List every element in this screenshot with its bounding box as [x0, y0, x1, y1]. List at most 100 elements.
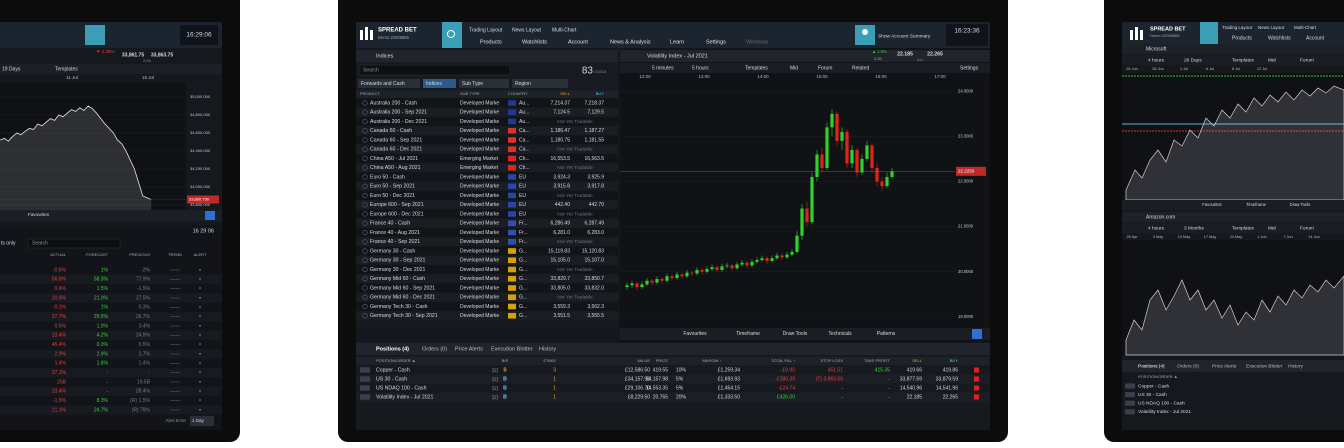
account-id: Demo 22009865: [1150, 33, 1180, 38]
filter-label: Forwards and Cash: [361, 81, 405, 87]
toolbar-item: Favourites: [683, 331, 707, 337]
sub-type: Emerging Market: [460, 165, 499, 171]
candle-body: [700, 269, 704, 272]
country: Fr...: [519, 239, 528, 245]
row-background: [356, 392, 990, 402]
toolbar-item: Draw Tools: [783, 331, 808, 337]
product-name: Canada 60 - Cash: [370, 128, 412, 134]
candle-body: [770, 258, 774, 261]
country: G...: [519, 276, 527, 282]
toolbar-button[interactable]: [205, 211, 215, 220]
row-background: [356, 181, 618, 191]
sell-price: 3,551.5: [553, 313, 570, 319]
left-chart-toolbar: [0, 210, 222, 221]
calendar-value: 0.5%: [55, 323, 67, 329]
total-pnl: £426.00: [777, 394, 795, 400]
country-flag: [508, 174, 516, 180]
stake: 3: [553, 367, 556, 373]
search-button[interactable]: [1200, 22, 1218, 48]
menu-item: Account: [568, 39, 588, 45]
account-button[interactable]: [85, 25, 105, 45]
column-header: MARGIN ↑: [702, 358, 721, 363]
watchlist-search[interactable]: [359, 64, 511, 76]
country: Au...: [519, 110, 529, 116]
row-background: [356, 246, 618, 256]
layout-tab: News Layout: [1258, 25, 1285, 30]
menu-item: Watchlists: [522, 39, 547, 45]
filter-dropdown[interactable]: [512, 79, 568, 88]
search-box[interactable]: [27, 238, 121, 249]
calendar-value: -: [106, 379, 108, 385]
calendar-value: 1.6%: [97, 361, 109, 367]
row-background: [0, 405, 222, 415]
sell-price: 33,805.0: [551, 285, 571, 291]
chart-tool: Templates: [745, 65, 768, 71]
calendar-value: (R) 79%: [132, 407, 151, 413]
filter-chip[interactable]: [358, 79, 420, 88]
column-header: SELL: [912, 358, 923, 363]
x-tick-label: 12:00: [639, 74, 651, 79]
candle-body: [815, 154, 819, 177]
search-button[interactable]: [442, 22, 462, 48]
calendar-value: 1.0%: [97, 323, 109, 329]
status: Not Yet Tradable: [557, 267, 593, 273]
sub-type: Developed Marke: [460, 128, 499, 134]
candle-body: [885, 176, 889, 187]
country-flag: [508, 164, 516, 171]
sub-type: Developed Marke: [460, 285, 499, 291]
candle-body: [705, 269, 709, 272]
current-price-label: 33,860.750: [189, 197, 210, 202]
toolbar-item: Favourites: [28, 212, 50, 217]
value: £29,106.70: [625, 385, 650, 391]
candle-body: [775, 255, 779, 259]
close-button[interactable]: [974, 376, 979, 382]
column-header: STAKE: [543, 358, 556, 363]
layout-tab: Trading Layout: [469, 27, 503, 33]
sub-type: Developed Marke: [460, 211, 499, 217]
stop-loss: 451.51: [828, 367, 844, 373]
calendar-value: (R) 1.5%: [130, 398, 150, 404]
candle-body: [710, 267, 714, 270]
sub-type: Developed Marke: [460, 202, 499, 208]
menu-item: Products: [1232, 35, 1252, 41]
country-flag: [508, 248, 516, 254]
row-background: [356, 218, 618, 228]
filter-dropdown[interactable]: [459, 79, 509, 88]
margin: £1,333.50: [718, 394, 740, 400]
alert-dropdown: ▾: [199, 304, 201, 309]
search-placeholder: Search: [32, 240, 48, 246]
filter-chip[interactable]: [423, 79, 456, 88]
product-name: Europe 600 - Sep 2021: [370, 202, 424, 208]
margin-percent: 10%: [676, 367, 687, 373]
chart-header: [1122, 44, 1344, 54]
side: S: [503, 367, 507, 373]
close-button[interactable]: [974, 367, 979, 373]
close-button[interactable]: [974, 385, 979, 391]
sell-price: 3,915.8: [553, 184, 570, 190]
x-tick-label: 28 Jun: [1152, 67, 1163, 71]
y-tick-label: 34,800.000: [190, 112, 211, 117]
candle-body: [790, 251, 794, 255]
alert-select[interactable]: [190, 416, 214, 426]
row-background: [356, 274, 618, 284]
candle-body: [785, 254, 789, 258]
toolbar-button[interactable]: [972, 329, 982, 339]
candle-body: [870, 145, 874, 168]
row-background: [356, 301, 618, 312]
buy-price: 16,563.5: [585, 156, 605, 162]
column-header: ACTUAL: [50, 252, 67, 257]
country: EU: [519, 174, 526, 180]
toolbar-item: Patterns: [877, 331, 896, 337]
alert-dropdown: ▾: [199, 295, 201, 300]
sell-price: 15,105.0: [551, 258, 571, 264]
chart-tool: Related: [852, 65, 869, 71]
templates: Templates: [55, 66, 78, 72]
calendar-value: 26.7%: [136, 314, 151, 320]
product-icon: [362, 229, 368, 236]
close-button[interactable]: [974, 394, 979, 400]
menu-item: Windows: [746, 39, 769, 45]
country: Au...: [519, 100, 529, 106]
country: Ch...: [519, 156, 530, 162]
layout-tab: Multi-Chart: [1294, 25, 1317, 30]
x-tick-label: 17:00: [934, 74, 946, 79]
